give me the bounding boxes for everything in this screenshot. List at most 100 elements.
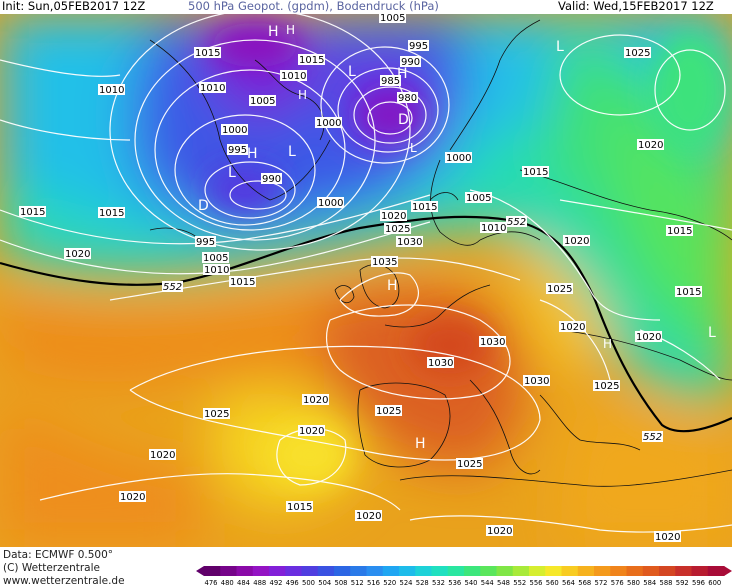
legend-tick-label: 548 <box>497 579 510 587</box>
legend-swatch <box>447 566 465 576</box>
isobar-label: 1005 <box>203 253 228 264</box>
coastlines <box>149 19 732 487</box>
legend-tick-label: 508 <box>335 579 348 587</box>
legend-swatch <box>285 566 302 576</box>
low-center-marker: L <box>410 141 417 155</box>
isobar-label: 1015 <box>523 167 548 178</box>
legend-swatch <box>496 566 514 576</box>
high-center-marker: H <box>415 436 426 452</box>
legend-tick-label: 524 <box>400 579 413 587</box>
isobar-label: 1020 <box>150 450 175 461</box>
data-source: Data: ECMWF 0.500° <box>3 549 114 561</box>
legend-tick-label: 588 <box>660 579 673 587</box>
weather-map: 1005 1015 1010 1015 1010 1010 1005 1000 … <box>0 14 732 547</box>
isobar-label: 1000 <box>222 125 247 136</box>
legend-swatch <box>594 566 611 576</box>
legend-swatch <box>577 566 595 576</box>
legend-tick-label: 580 <box>627 579 640 587</box>
website-label: www.wetterzentrale.de <box>3 575 125 587</box>
legend-swatch <box>659 566 676 576</box>
geopotential-label: 552 <box>163 282 182 293</box>
legend-tick-label: 500 <box>302 579 315 587</box>
isobar-label: 990 <box>401 57 420 68</box>
geopotential-label: 552 <box>643 432 662 443</box>
color-scale-legend: 476 480 484 488 492 496 500 504 508 512 516 520 524 5… <box>196 566 732 587</box>
isobar-label: 995 <box>409 41 428 52</box>
isobar-label: 1020 <box>299 426 324 437</box>
high-center-marker: H <box>247 146 258 162</box>
isobar-label: 1020 <box>655 532 680 543</box>
legend-swatch <box>610 566 627 576</box>
legend-tick-label: 596 <box>692 579 705 587</box>
legend-tick-label: 568 <box>578 579 591 587</box>
legend-swatch <box>236 566 254 576</box>
legend-swatch <box>480 566 497 576</box>
legend-tick-label: 564 <box>562 579 575 587</box>
isobar-label: 1020 <box>356 511 381 522</box>
legend-tick-label: 492 <box>270 579 283 587</box>
geopotential-label: 552 <box>507 217 526 228</box>
high-center-marker: H <box>397 66 408 82</box>
valid-time: Valid: Wed,15FEB2017 12Z <box>558 0 714 13</box>
isobar-label: 1010 <box>204 265 229 276</box>
legend-tick-label: 560 <box>546 579 559 587</box>
isobar-label: 1015 <box>299 55 324 66</box>
legend-swatch <box>350 566 367 576</box>
isobar-label: 1020 <box>564 236 589 247</box>
high-center-marker: H <box>286 23 295 37</box>
isobar-label: 1025 <box>625 48 650 59</box>
isobar-label: 1020 <box>638 140 663 151</box>
legend-tick-label: 484 <box>237 579 250 587</box>
legend-tick-label: 544 <box>481 579 494 587</box>
legend-swatch <box>707 566 725 576</box>
legend-swatch <box>382 566 400 576</box>
legend-swatch <box>415 566 432 576</box>
legend-tick-label: 520 <box>383 579 396 587</box>
legend-tick-label: 556 <box>530 579 543 587</box>
legend-tick-label: 592 <box>676 579 689 587</box>
isobar-label: 1015 <box>667 226 692 237</box>
isobar-label: 1025 <box>457 459 482 470</box>
legend-swatch <box>561 566 579 576</box>
legend-arrow-right <box>724 566 732 576</box>
low-center-marker: L <box>288 144 296 160</box>
legend-swatch <box>301 566 319 576</box>
legend-tick-label: 488 <box>253 579 266 587</box>
copyright-notice: (C) Wetterzentrale <box>3 562 100 574</box>
legend-tick-label: 572 <box>595 579 608 587</box>
isobar-label: 1015 <box>195 48 220 59</box>
legend-swatch <box>529 566 546 576</box>
isobar-label: 1030 <box>524 376 549 387</box>
isobar-label: 1025 <box>547 284 572 295</box>
isobar-label: 1005 <box>466 193 491 204</box>
legend-swatch <box>366 566 384 576</box>
legend-tick-label: 504 <box>318 579 331 587</box>
isobar-label: 1015 <box>676 287 701 298</box>
isobar-label: 1015 <box>412 202 437 213</box>
map-title: 500 hPa Geopot. (gpdm), Bodendruck (hPa) <box>188 0 439 13</box>
legend-swatch <box>464 566 481 576</box>
legend-tick-label: 476 <box>205 579 218 587</box>
init-time: Init: Sun,05FEB2017 12Z <box>2 0 146 13</box>
isobar-label: 1015 <box>20 207 45 218</box>
legend-swatch <box>204 566 221 576</box>
isobar-label: 995 <box>196 237 215 248</box>
low-center-marker: L <box>228 165 236 181</box>
isobar-label: 1025 <box>594 381 619 392</box>
legend-swatch <box>220 566 237 576</box>
isobar-label: 1015 <box>99 208 124 219</box>
isobar-label: 1020 <box>65 249 90 260</box>
legend-swatch <box>269 566 286 576</box>
isobar-label: 1030 <box>480 337 505 348</box>
isobar-label: 1020 <box>381 211 406 222</box>
isobar-label: 1010 <box>99 85 124 96</box>
legend-tick-label: 584 <box>643 579 656 587</box>
isobar-label: 1010 <box>281 71 306 82</box>
isobar-label: 1005 <box>380 14 405 24</box>
legend-swatch <box>626 566 644 576</box>
high-center-marker: H <box>298 88 307 102</box>
legend-swatch <box>675 566 692 576</box>
legend-tick-label: 552 <box>513 579 526 587</box>
isobar-label: 1025 <box>376 406 401 417</box>
low-center-marker: L <box>556 39 564 55</box>
